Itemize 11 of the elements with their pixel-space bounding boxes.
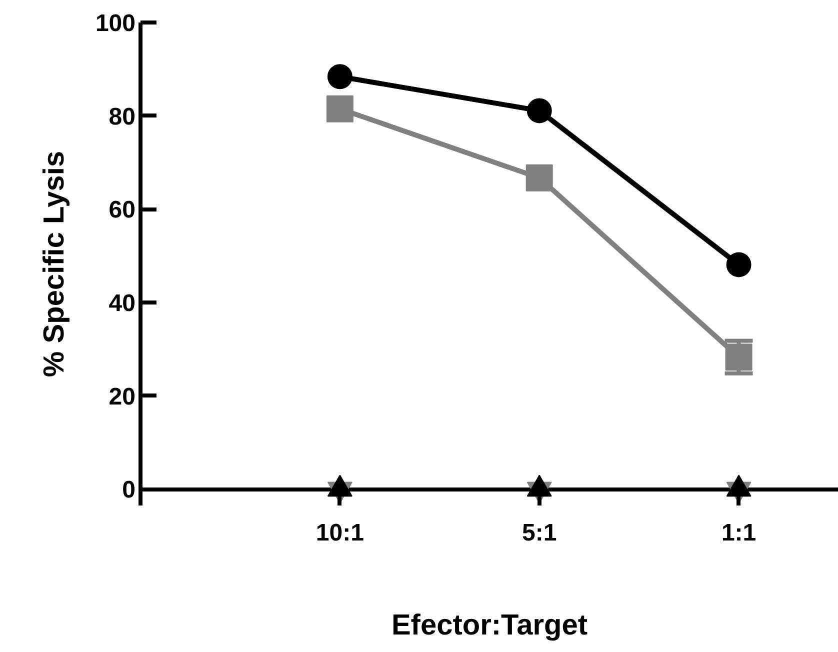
x-tick-label: 10:1: [316, 520, 364, 546]
x-tick-label: 1:1: [721, 520, 756, 546]
y-tick-label: 60: [108, 196, 136, 224]
y-tick-label: 0: [122, 476, 136, 504]
x-axis-title: Efector:Target: [391, 610, 588, 642]
x-tick-label: 5:1: [522, 520, 557, 546]
y-axis-title: % Specific Lysis: [38, 150, 70, 378]
y-tick-label: 100: [95, 10, 136, 37]
y-tick-label: 20: [108, 383, 136, 410]
y-tick-label: 80: [108, 103, 136, 130]
y-tick-label: 40: [108, 290, 136, 317]
